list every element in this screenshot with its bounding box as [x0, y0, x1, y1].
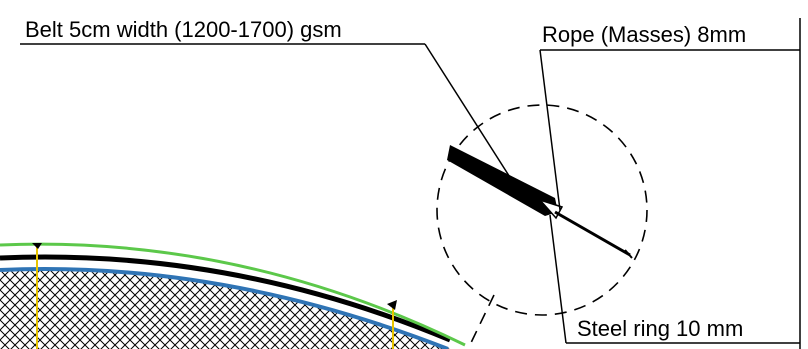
- rope-detail-end: [624, 249, 633, 259]
- belt-edge-line: [0, 254, 451, 343]
- detail-leader-line: [467, 294, 495, 349]
- triangle-marker-left: [32, 243, 42, 249]
- detail-circle: [436, 104, 648, 316]
- steel-ring-label: Steel ring 10 mm: [577, 316, 743, 341]
- outer-edge-line: [0, 242, 466, 347]
- rope-leader: [539, 49, 561, 211]
- belt-detail: [447, 145, 558, 216]
- steel-ring-leader: [549, 214, 567, 344]
- rope-detail: [554, 210, 631, 257]
- belt-leader: [424, 43, 521, 194]
- triangle-marker-right: [387, 300, 397, 310]
- belt-label: Belt 5cm width (1200-1700) gsm: [25, 17, 342, 42]
- inner-edge-line: [0, 267, 449, 349]
- rope-label: Rope (Masses) 8mm: [542, 22, 746, 47]
